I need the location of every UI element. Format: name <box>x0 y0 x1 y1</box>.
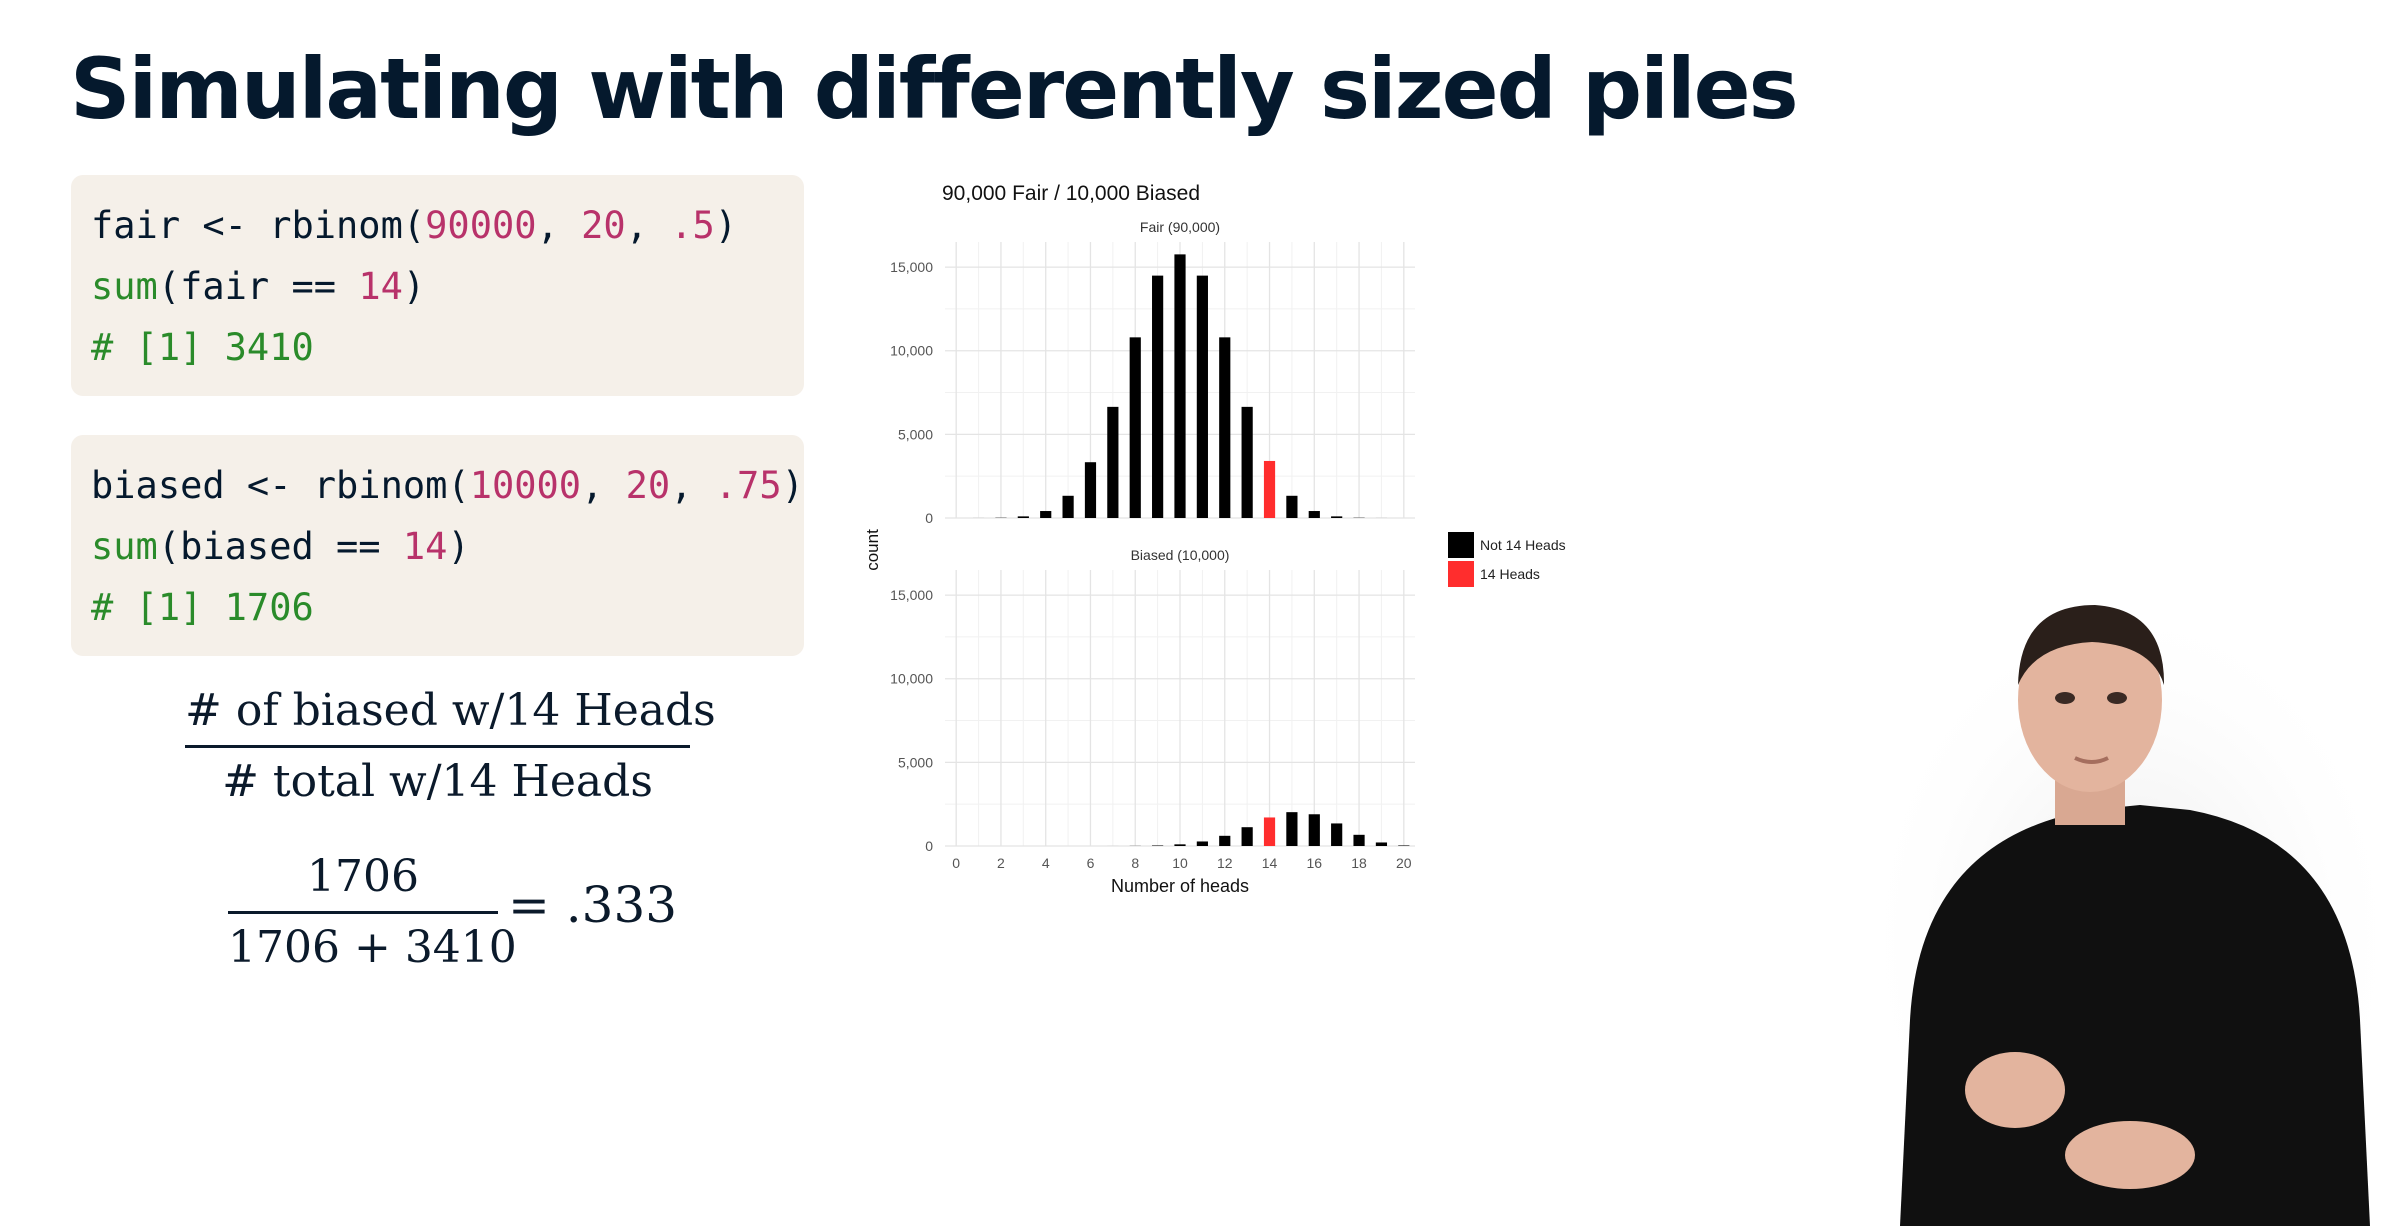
bar <box>1152 845 1164 846</box>
x-tick-label: 4 <box>1042 855 1050 871</box>
calc-result: = .333 <box>508 876 678 934</box>
calc-formula: 1706 1706 + 3410 <box>228 846 517 979</box>
code-token: 20 <box>625 464 671 507</box>
legend-swatch <box>1448 561 1474 587</box>
calc-denominator: 1706 + 3410 <box>228 922 517 973</box>
bar <box>1263 460 1276 518</box>
bar <box>1241 827 1253 846</box>
code-token: ) <box>781 464 804 507</box>
code-line: sum(biased == 14) <box>91 516 804 577</box>
ratio-denominator: # total w/14 Heads <box>222 756 653 807</box>
y-tick-label: 5,000 <box>898 754 933 770</box>
code-token: fair <- rbinom( <box>91 204 426 247</box>
code-token: (fair == <box>157 265 359 308</box>
code-line: fair <- rbinom(90000, 20, .5) <box>91 195 804 256</box>
facet-label: Fair (90,000) <box>1140 219 1220 235</box>
code-token: , <box>625 204 671 247</box>
x-tick-label: 10 <box>1172 855 1188 871</box>
x-tick-label: 6 <box>1087 855 1095 871</box>
code-line: # [1] 1706 <box>91 577 804 638</box>
x-tick-label: 2 <box>997 855 1005 871</box>
code-line: sum(fair == 14) <box>91 256 804 317</box>
bar <box>1152 275 1164 518</box>
bar <box>1219 337 1231 518</box>
bar <box>1107 406 1119 518</box>
x-tick-label: 14 <box>1262 855 1278 871</box>
bar <box>1219 835 1231 846</box>
x-tick-label: 12 <box>1217 855 1233 871</box>
chart-title: 90,000 Fair / 10,000 Biased <box>942 182 1200 205</box>
x-tick-label: 16 <box>1306 855 1322 871</box>
code-token: , <box>581 464 626 507</box>
ratio-numerator: # of biased w/14 Heads <box>185 685 716 736</box>
bar <box>1331 516 1343 518</box>
x-tick-label: 18 <box>1351 855 1367 871</box>
code-token: ) <box>714 204 738 247</box>
calc-numerator: 1706 <box>307 851 419 902</box>
code-line: # [1] 3410 <box>91 317 804 378</box>
code-token: 90000 <box>425 204 537 247</box>
bar <box>1263 817 1276 846</box>
y-tick-label: 5,000 <box>898 426 933 442</box>
bar <box>1084 462 1097 518</box>
presenter-video <box>1880 590 2382 1226</box>
bar <box>1375 842 1388 846</box>
y-tick-label: 10,000 <box>890 343 933 359</box>
x-tick-label: 0 <box>952 855 960 871</box>
code-token: ) <box>447 525 470 568</box>
legend-swatch <box>1448 532 1474 558</box>
x-tick-label: 8 <box>1131 855 1139 871</box>
x-tick-label: 20 <box>1396 855 1412 871</box>
bar <box>1398 845 1410 846</box>
bar <box>1040 511 1052 518</box>
bar <box>1174 844 1186 846</box>
bar <box>1196 275 1208 518</box>
code-token: (biased == <box>157 525 403 568</box>
y-tick-label: 10,000 <box>890 671 933 687</box>
code-token: .5 <box>670 204 715 247</box>
code-token: 20 <box>581 204 626 247</box>
code-token: 10000 <box>469 464 582 507</box>
slide-title: Simulating with differently sized piles <box>70 40 1799 138</box>
histogram-chart: 90,000 Fair / 10,000 Biased 0 5,000 10,000 1… <box>863 182 1566 896</box>
legend-label: 14 Heads <box>1480 566 1540 582</box>
bar <box>1017 516 1029 518</box>
facet-label: Biased (10,000) <box>1131 547 1230 563</box>
bar <box>1174 254 1186 518</box>
y-tick-label: 15,000 <box>890 587 933 603</box>
code-token: sum <box>91 525 158 568</box>
ratio-formula: # of biased w/14 Heads # total w/14 Head… <box>185 680 716 813</box>
bar <box>1286 812 1298 846</box>
x-axis-label: Number of heads <box>1111 876 1249 896</box>
code-token: , <box>670 464 715 507</box>
y-tick-label: 0 <box>925 510 933 526</box>
code-token: # [1] 1706 <box>91 586 314 629</box>
bar <box>1241 406 1253 518</box>
bar <box>1308 511 1320 518</box>
code-line: biased <- rbinom(10000, 20, .75) <box>91 455 804 516</box>
fraction-bar <box>228 911 498 914</box>
bar <box>1196 841 1208 846</box>
bar <box>1353 834 1365 846</box>
bar <box>1286 495 1298 518</box>
code-token: sum <box>91 265 158 308</box>
code-token: ) <box>402 265 426 308</box>
code-token: .75 <box>714 464 782 507</box>
bar <box>1062 495 1074 518</box>
y-tick-label: 15,000 <box>890 259 933 275</box>
code-token: , <box>536 204 582 247</box>
code-block-fair: fair <- rbinom(90000, 20, .5) sum(fair ==… <box>71 175 804 396</box>
code-token: 14 <box>402 525 448 568</box>
bar <box>1331 823 1343 846</box>
code-token: 14 <box>358 265 403 308</box>
bar <box>1129 337 1141 518</box>
code-block-biased: biased <- rbinom(10000, 20, .75) sum(bias… <box>71 435 804 656</box>
y-tick-label: 0 <box>925 838 933 854</box>
y-axis-label: count <box>863 529 882 571</box>
bar <box>1308 814 1320 846</box>
code-token: biased <- rbinom( <box>91 464 470 507</box>
fraction-bar <box>185 745 690 748</box>
legend-label: Not 14 Heads <box>1480 537 1566 553</box>
code-token: # [1] 3410 <box>91 326 314 369</box>
